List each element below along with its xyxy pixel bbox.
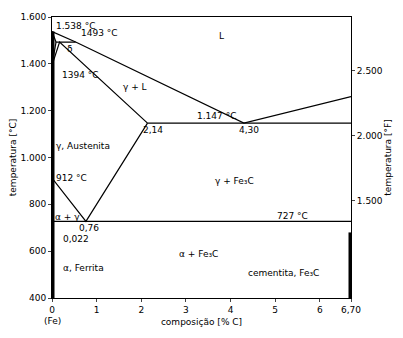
svg-text:1.000: 1.000 bbox=[20, 153, 46, 163]
svg-text:2.500: 2.500 bbox=[357, 66, 383, 76]
svg-text:1.200: 1.200 bbox=[20, 106, 46, 116]
svg-text:4: 4 bbox=[228, 305, 234, 315]
svg-text:δ: δ bbox=[67, 44, 73, 54]
svg-text:1.400: 1.400 bbox=[20, 59, 46, 69]
svg-text:α + γ: α + γ bbox=[55, 212, 80, 222]
svg-text:cementita, Fe₃C: cementita, Fe₃C bbox=[248, 268, 319, 278]
svg-text:composição [% C]: composição [% C] bbox=[161, 317, 242, 327]
svg-text:2: 2 bbox=[138, 305, 144, 315]
svg-text:(Fe): (Fe) bbox=[44, 316, 61, 326]
svg-text:600: 600 bbox=[29, 246, 46, 256]
svg-text:temperatura [°F]: temperatura [°F] bbox=[383, 119, 393, 195]
svg-text:4,30: 4,30 bbox=[239, 125, 259, 135]
svg-text:2,14: 2,14 bbox=[143, 125, 163, 135]
svg-text:1394 °C: 1394 °C bbox=[62, 70, 99, 80]
svg-text:2.000: 2.000 bbox=[357, 131, 383, 141]
svg-text:1.538 °C: 1.538 °C bbox=[56, 21, 95, 31]
svg-text:L: L bbox=[219, 31, 224, 41]
svg-text:1.147 °C: 1.147 °C bbox=[197, 111, 236, 121]
svg-text:1493 °C: 1493 °C bbox=[81, 28, 118, 38]
svg-text:400: 400 bbox=[29, 293, 46, 303]
svg-text:γ + L: γ + L bbox=[123, 82, 147, 92]
svg-text:0,022: 0,022 bbox=[63, 234, 89, 244]
svg-text:1.500: 1.500 bbox=[357, 196, 383, 206]
svg-text:α + Fe₃C: α + Fe₃C bbox=[179, 249, 218, 259]
svg-text:3: 3 bbox=[183, 305, 189, 315]
svg-text:temperatura [°C]: temperatura [°C] bbox=[8, 119, 18, 196]
svg-text:1: 1 bbox=[94, 305, 100, 315]
svg-text:727 °C: 727 °C bbox=[277, 211, 308, 221]
svg-text:800: 800 bbox=[29, 199, 46, 209]
svg-text:0,76: 0,76 bbox=[79, 223, 99, 233]
svg-text:1.600: 1.600 bbox=[20, 12, 46, 22]
svg-text:0: 0 bbox=[49, 305, 55, 315]
svg-text:6: 6 bbox=[317, 305, 323, 315]
svg-text:γ + Fe₃C: γ + Fe₃C bbox=[215, 176, 254, 186]
svg-text:γ, Austenita: γ, Austenita bbox=[56, 141, 110, 151]
svg-text:6,70: 6,70 bbox=[341, 305, 361, 315]
svg-text:α, Ferrita: α, Ferrita bbox=[63, 263, 104, 273]
svg-text:912 °C: 912 °C bbox=[56, 173, 87, 183]
svg-text:5: 5 bbox=[272, 305, 278, 315]
